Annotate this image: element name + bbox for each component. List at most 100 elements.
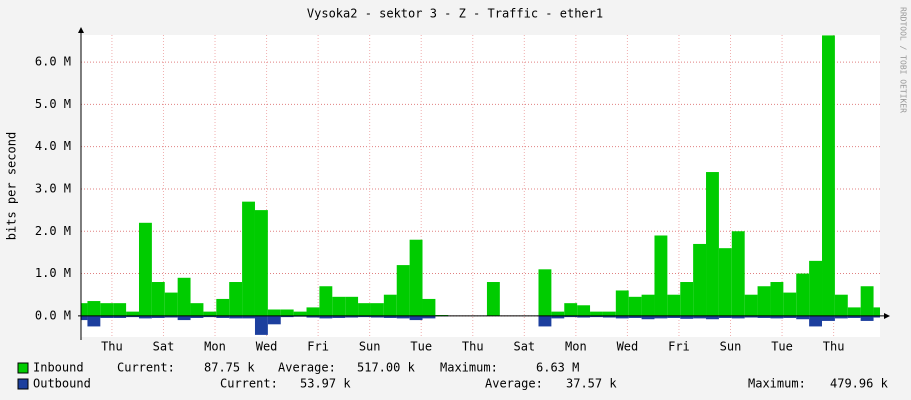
bar xyxy=(564,315,578,318)
bar xyxy=(551,315,565,319)
bar xyxy=(757,286,771,316)
bar xyxy=(744,294,758,316)
bar xyxy=(602,315,616,318)
bar xyxy=(87,301,101,316)
x-tick-label: Sat xyxy=(153,340,175,354)
bar xyxy=(370,315,384,318)
bar xyxy=(654,315,668,319)
x-tick-label: Sat xyxy=(513,340,535,354)
legend-stat-label: Current: xyxy=(117,361,175,375)
x-tick-label: Tue xyxy=(771,340,793,354)
bar xyxy=(396,265,410,316)
legend-stat-value: 517.00 k xyxy=(357,361,416,375)
bar xyxy=(306,315,320,318)
bar xyxy=(693,243,707,316)
bar xyxy=(177,315,191,321)
legend-label: Inbound xyxy=(33,361,84,375)
marks xyxy=(81,35,880,335)
bar xyxy=(538,315,552,327)
bar xyxy=(358,303,371,316)
x-arrow xyxy=(884,313,890,319)
bar xyxy=(229,315,243,319)
bar xyxy=(693,315,707,319)
bar xyxy=(306,307,320,316)
bar xyxy=(680,282,694,316)
bar xyxy=(538,269,552,316)
legend-stat-label: Maximum: xyxy=(440,361,498,375)
bar xyxy=(590,315,603,318)
bar xyxy=(113,315,127,318)
bar xyxy=(873,315,880,318)
bar xyxy=(641,315,655,320)
legend-stat-value: 6.63 M xyxy=(536,361,579,375)
x-tick-label: Fri xyxy=(307,340,329,354)
bar xyxy=(654,235,668,316)
y-tick-label: 3.0 M xyxy=(35,181,71,195)
bar xyxy=(216,315,230,318)
bar xyxy=(602,311,616,316)
bar xyxy=(680,315,694,319)
bar xyxy=(409,315,423,321)
bar xyxy=(577,305,591,316)
bar xyxy=(731,231,745,316)
bar xyxy=(345,315,359,318)
legend-label: Outbound xyxy=(33,377,91,391)
bar xyxy=(564,303,578,316)
bar xyxy=(770,282,784,316)
bar xyxy=(280,309,294,316)
bar xyxy=(138,222,152,316)
bar xyxy=(847,307,861,316)
bar xyxy=(280,315,294,318)
bar xyxy=(486,282,500,316)
bar xyxy=(783,315,797,318)
y-tick-label: 2.0 M xyxy=(35,224,71,238)
bar xyxy=(242,315,255,319)
y-tick-label: 1.0 M xyxy=(35,266,71,280)
x-tick-label: Wed xyxy=(617,340,639,354)
x-tick-label: Mon xyxy=(204,340,226,354)
x-tick-label: Sun xyxy=(359,340,381,354)
bar xyxy=(628,315,642,318)
bar xyxy=(370,303,384,316)
legend-stat-value: 479.96 k xyxy=(830,377,889,391)
legend-swatch xyxy=(17,378,29,390)
bar xyxy=(706,172,719,316)
bar xyxy=(319,315,333,319)
bar xyxy=(177,277,191,316)
bar xyxy=(126,311,139,316)
bar xyxy=(203,311,217,316)
x-tick-label: Fri xyxy=(668,340,690,354)
bar xyxy=(615,290,629,316)
bar xyxy=(396,315,410,319)
bar xyxy=(847,315,861,318)
bar xyxy=(615,315,629,319)
bar xyxy=(590,311,603,316)
legend-stat-label: Maximum: xyxy=(748,377,806,391)
bar xyxy=(345,296,359,316)
bar xyxy=(254,210,268,316)
bar xyxy=(81,315,88,321)
x-tick-label: Thu xyxy=(823,340,845,354)
bar xyxy=(667,315,681,318)
bar xyxy=(744,315,758,318)
watermark: RRDTOOL / TOBI OETIKER xyxy=(899,7,908,113)
bar xyxy=(757,315,771,318)
x-tick-label: Sun xyxy=(720,340,742,354)
legend-stat-value: 37.57 k xyxy=(566,377,617,391)
bar xyxy=(770,315,784,319)
y-tick-label: 6.0 M xyxy=(35,55,71,69)
bar xyxy=(332,315,346,318)
bar xyxy=(332,296,346,316)
bar xyxy=(293,311,307,316)
bar xyxy=(113,303,127,316)
bar xyxy=(87,315,101,327)
bar xyxy=(151,315,165,318)
bar xyxy=(190,303,204,316)
x-tick-label: Thu xyxy=(462,340,484,354)
bar xyxy=(796,273,810,316)
legend-stat-value: 53.97 k xyxy=(300,377,351,391)
bar xyxy=(628,296,642,316)
bar xyxy=(783,292,797,316)
bar xyxy=(242,201,255,316)
